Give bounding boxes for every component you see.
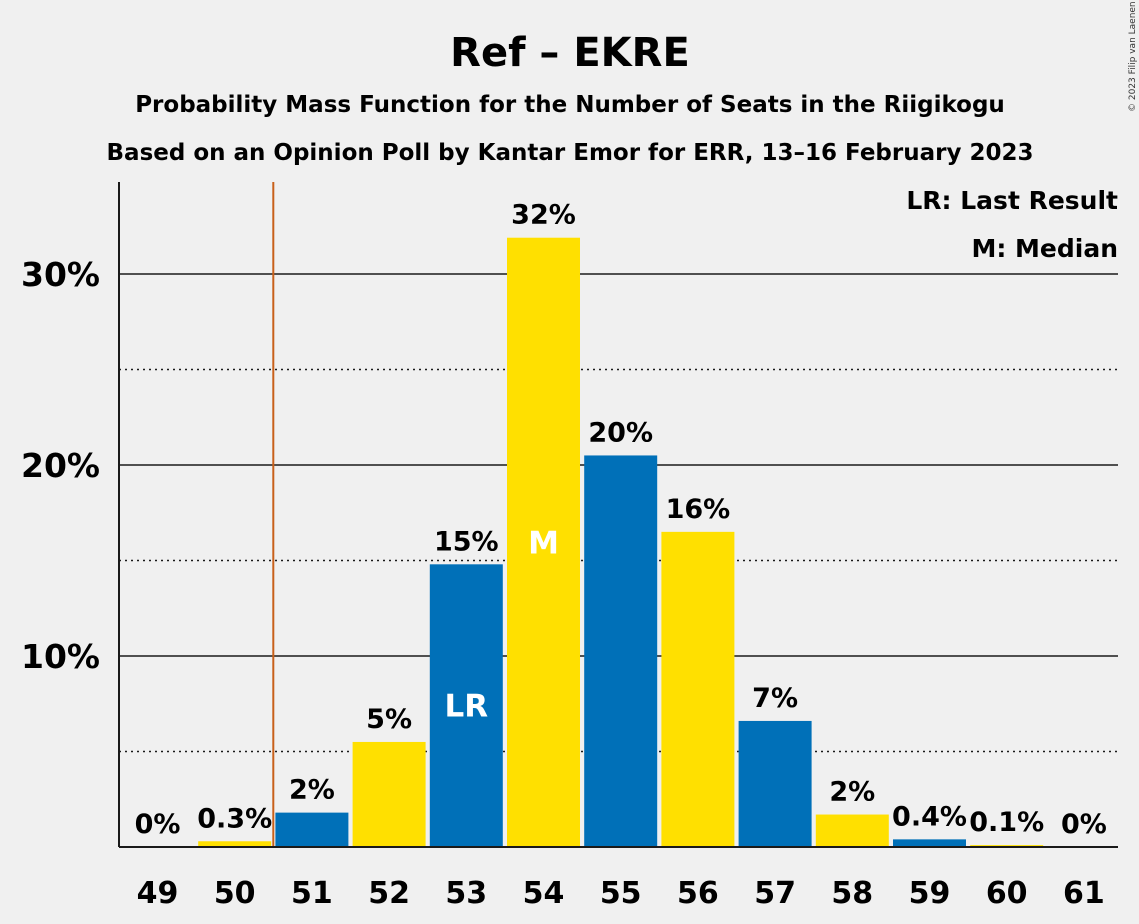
x-tick-label-54: 54 [523,876,565,911]
median-label: M [528,525,559,561]
x-tick-label-53: 53 [445,876,487,911]
bar-56 [661,531,735,847]
chart-subtitle: Probability Mass Function for the Number… [135,92,1005,118]
x-tick-label-52: 52 [368,876,410,911]
bar-51 [275,812,349,847]
data-label-53: 15% [434,526,499,557]
data-label-60: 0.1% [969,807,1044,838]
x-tick-label-58: 58 [831,876,873,911]
data-label-58: 2% [829,777,875,808]
x-tick-label-60: 60 [986,876,1028,911]
last-result-label: LR [444,689,488,725]
legend-median: M: Median [971,234,1118,263]
bar-58 [815,814,889,847]
x-tick-label-49: 49 [137,876,179,911]
copyright-text: © 2023 Filip van Laenen [1128,1,1138,112]
data-label-51: 2% [289,775,335,806]
x-tick-label-61: 61 [1063,876,1105,911]
bar-55 [584,455,658,847]
bar-53 [429,564,503,847]
x-tick-label-56: 56 [677,876,719,911]
data-label-61: 0% [1061,809,1107,840]
x-axis-labels: 49 50 51 52 53 54 55 56 57 58 59 60 61 [137,876,1105,911]
x-tick-label-50: 50 [214,876,256,911]
data-label-52: 5% [366,704,412,735]
bar-59 [893,839,966,847]
data-label-50: 0.3% [197,803,272,834]
bar-57 [738,720,812,847]
bar-52 [352,741,426,847]
bars [198,237,1044,847]
data-label-55: 20% [588,417,653,448]
axes [118,182,1118,848]
y-tick-label: 20% [21,446,100,485]
y-axis-labels: 10% 20% 30% [21,255,100,676]
x-tick-label-59: 59 [909,876,951,911]
x-tick-label-51: 51 [291,876,333,911]
data-label-49: 0% [135,809,181,840]
x-tick-label-55: 55 [600,876,642,911]
data-label-56: 16% [666,494,731,525]
y-tick-label: 30% [21,255,100,294]
data-labels: 0% 0.3% 2% 5% 15% LR 32% M 20% 16% 7% 2% 0.4% 0.1% 0% [135,200,1107,840]
x-tick-label-57: 57 [754,876,796,911]
data-label-57: 7% [752,683,798,714]
chart-subtitle-poll: Based on an Opinion Poll by Kantar Emor … [107,140,1034,166]
y-tick-label: 10% [21,637,100,676]
bar-54 [507,237,580,847]
bar-50 [198,841,272,847]
legend-last-result: LR: Last Result [906,186,1118,215]
data-label-54: 32% [511,200,576,231]
chart-title: Ref – EKRE [450,30,690,76]
data-label-59: 0.4% [892,801,967,832]
